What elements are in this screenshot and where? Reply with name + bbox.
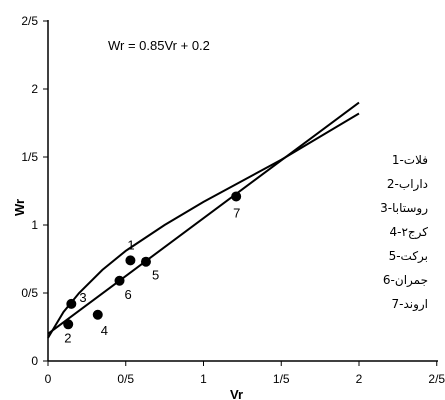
data-point xyxy=(125,255,136,266)
x-tick-label: 2 xyxy=(356,372,363,386)
legend: 1-فلات 2-داراب 3-روستابا 4-کرج۲ 5-برکت 6-جمرا… xyxy=(380,153,428,312)
axes xyxy=(47,20,438,362)
point-label: 3 xyxy=(79,290,86,305)
point-label: 7 xyxy=(233,205,240,220)
legend-item: 5-برکت xyxy=(389,249,428,264)
data-point xyxy=(63,319,74,330)
legend-item: 1-فلات xyxy=(392,153,428,167)
points-layer: 1 2 3 4 5 6 7 xyxy=(63,191,242,345)
y-tick-label: 0 xyxy=(31,354,38,368)
point-label: 5 xyxy=(152,268,159,283)
y-tick-label: 1 xyxy=(31,218,38,232)
regression-line xyxy=(47,101,360,335)
x-tick-label: 1 xyxy=(200,372,207,386)
y-tick-label: 1/5 xyxy=(21,150,38,164)
series-layer xyxy=(47,101,360,339)
point-label: 2 xyxy=(64,330,71,345)
equation: Wr = 0.85Vr + 0.2 xyxy=(108,38,210,53)
x-tick-label: 0/5 xyxy=(117,372,134,386)
point-label: 6 xyxy=(125,287,132,302)
data-point xyxy=(114,275,125,286)
x-tick-label: 1/5 xyxy=(273,372,290,386)
y-ticks: 0 0/5 1 1/5 2 2/5 xyxy=(21,14,48,368)
legend-item: 3-روستابا xyxy=(380,201,428,216)
y-tick-label: 2/5 xyxy=(21,14,38,28)
x-ticks: 0 0/5 1 1/5 2 2/5 xyxy=(45,361,445,386)
x-tick-label: 0 xyxy=(45,372,52,386)
legend-item: 4-کرج۲ xyxy=(389,225,428,240)
legend-item: 7-اروند xyxy=(391,297,428,312)
legend-item: 2-داراب xyxy=(387,177,428,192)
curve-line xyxy=(47,112,360,339)
data-point xyxy=(92,309,103,320)
data-point xyxy=(140,256,151,267)
data-point xyxy=(66,298,77,309)
point-label: 4 xyxy=(101,323,108,338)
x-tick-label: 2/5 xyxy=(428,372,445,386)
y-tick-label: 2 xyxy=(31,82,38,96)
point-label: 1 xyxy=(127,237,134,252)
y-tick-label: 0/5 xyxy=(21,286,38,300)
x-axis-label: Vr xyxy=(230,387,243,400)
y-axis-label: Wr xyxy=(12,199,27,216)
data-point xyxy=(231,191,242,202)
legend-item: 6-جمران xyxy=(383,273,428,288)
